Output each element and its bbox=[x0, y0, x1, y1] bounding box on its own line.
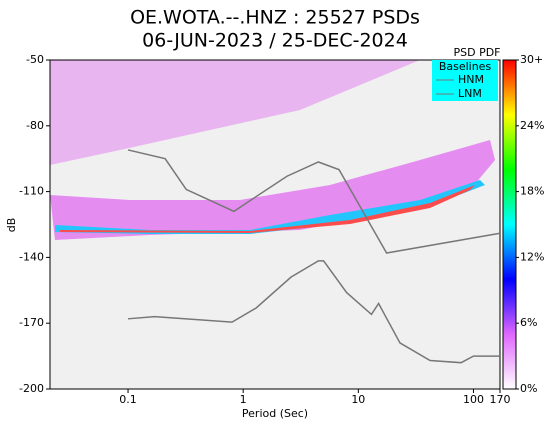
y-tick-label: -140 bbox=[19, 250, 44, 263]
colorbar-tick-label: 0% bbox=[520, 382, 537, 395]
series-line bbox=[127, 149, 501, 254]
colorbar-tick-label: 6% bbox=[520, 316, 537, 329]
legend-title: Baselines bbox=[439, 60, 492, 73]
colorbar-tick-label: 12% bbox=[520, 250, 544, 263]
colorbar-title: PSD PDF bbox=[453, 46, 500, 59]
legend-label: LNM bbox=[458, 87, 482, 100]
chart-title: OE.WOTA.--.HNZ : 25527 PSDs bbox=[130, 7, 420, 29]
y-tick-label: -110 bbox=[19, 185, 44, 198]
x-tick-label: 10 bbox=[351, 393, 365, 406]
x-axis-label: Period (Sec) bbox=[242, 407, 308, 420]
y-tick-label: -170 bbox=[19, 316, 44, 329]
x-tick-label: 1 bbox=[240, 393, 247, 406]
colorbar-tick-label: 24% bbox=[520, 119, 544, 132]
y-axis-label: dB bbox=[5, 218, 18, 233]
colorbar-tick-label: 30+ bbox=[520, 53, 543, 66]
x-tick-label: 0.1 bbox=[119, 393, 137, 406]
y-tick-label: -80 bbox=[26, 119, 44, 132]
x-tick-label: 170 bbox=[490, 393, 511, 406]
x-tick-label: 100 bbox=[463, 393, 484, 406]
colorbar-tick-label: 18% bbox=[520, 185, 544, 198]
plot-frame bbox=[49, 59, 501, 390]
legend-label: HNM bbox=[458, 73, 484, 86]
pdf-density bbox=[50, 60, 495, 240]
colorbar bbox=[502, 59, 517, 390]
y-tick-label: -200 bbox=[19, 382, 44, 395]
y-tick-label: -50 bbox=[26, 53, 44, 66]
chart-subtitle: 06-JUN-2023 / 25-DEC-2024 bbox=[142, 30, 408, 52]
series-line bbox=[127, 260, 500, 364]
